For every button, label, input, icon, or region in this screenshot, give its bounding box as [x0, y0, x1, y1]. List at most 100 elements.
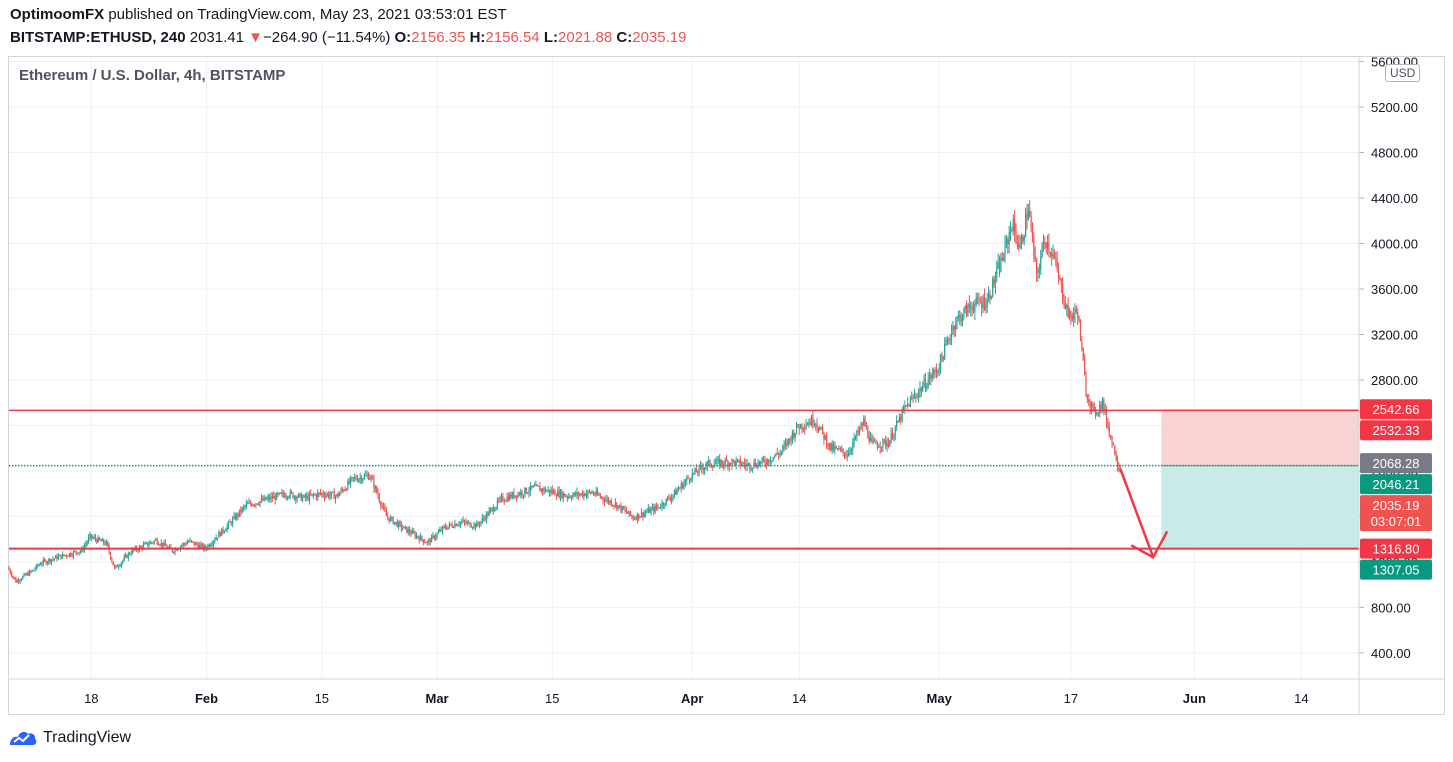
candle-body — [318, 492, 320, 494]
candle-body — [221, 528, 223, 536]
candle-body — [297, 493, 300, 498]
candle-body — [953, 326, 955, 330]
candle-body — [295, 496, 297, 500]
candle-body — [603, 499, 606, 502]
candle-body — [577, 492, 579, 496]
candle-body — [547, 489, 549, 491]
candle-body — [303, 495, 305, 498]
candle-body — [510, 494, 512, 498]
candle-body — [1033, 237, 1035, 256]
candle-body — [435, 536, 437, 539]
candle-body — [362, 478, 364, 482]
candle-body — [509, 494, 511, 501]
candle-body — [409, 529, 411, 533]
candle-body — [330, 492, 333, 496]
candle-body — [643, 513, 645, 517]
candle-body — [786, 442, 788, 445]
candle-body — [664, 504, 666, 506]
candle-body — [978, 298, 980, 303]
candle-body — [1062, 284, 1064, 300]
candle-body — [776, 453, 778, 455]
candle-body — [994, 278, 997, 285]
price-label-tag — [1360, 420, 1432, 441]
candle-body — [856, 431, 858, 438]
candle-body — [513, 492, 515, 498]
close-label: C: — [616, 29, 633, 46]
candle-body — [562, 493, 564, 499]
candle-body — [576, 492, 578, 496]
footer-brand[interactable]: TradingView — [8, 729, 131, 747]
candle-body — [79, 551, 81, 553]
candle-body — [455, 523, 457, 526]
candle-body — [396, 521, 398, 527]
candle-body — [747, 463, 750, 465]
author-name[interactable]: OptimoomFX — [10, 6, 105, 23]
candle-body — [42, 559, 44, 564]
candle-body — [215, 537, 217, 540]
candle-body — [620, 504, 622, 511]
candle-body — [506, 496, 508, 501]
candle-body — [137, 549, 139, 551]
candle-body — [697, 472, 699, 474]
candle-body — [905, 405, 907, 407]
candle-body — [141, 546, 143, 549]
currency-badge[interactable]: USD — [1385, 64, 1421, 82]
candle-body — [404, 526, 407, 528]
candle-body — [871, 437, 873, 441]
candle-body — [484, 518, 486, 520]
candle-body — [859, 428, 861, 433]
candle-body — [1114, 445, 1116, 455]
candle-body — [20, 579, 22, 581]
candle-body — [878, 446, 880, 448]
symbol-label: BITSTAMP:ETHUSD, 240 — [10, 29, 186, 46]
candle-body — [828, 442, 831, 447]
candle-body — [810, 416, 813, 425]
forecast-arrow-head — [1130, 530, 1169, 560]
price-label-tag — [1360, 495, 1432, 532]
candle-body — [675, 490, 677, 495]
candle-body — [1034, 255, 1036, 259]
candle-body — [738, 459, 740, 461]
candle-body — [173, 551, 175, 553]
candle-body — [897, 420, 899, 423]
candle-body — [957, 316, 959, 318]
candle-body — [1003, 258, 1005, 261]
candle-body — [1100, 404, 1102, 410]
candle-body — [679, 487, 681, 490]
candle-body — [56, 555, 58, 560]
candle-body — [845, 455, 847, 457]
candle-body — [791, 432, 793, 442]
candle-body — [190, 540, 193, 542]
candle-body — [559, 490, 562, 498]
candle-body — [987, 293, 990, 300]
candle-body — [323, 495, 326, 498]
candle-body — [938, 369, 940, 371]
candle-body — [328, 493, 330, 498]
candle-body — [606, 498, 608, 500]
candle-body — [525, 487, 527, 494]
candle-body — [120, 562, 123, 566]
candle-body — [1052, 254, 1054, 257]
candle-body — [613, 505, 615, 507]
candle-body — [277, 493, 279, 495]
candle-body — [544, 488, 547, 492]
candle-body — [529, 485, 531, 492]
candle-body — [160, 542, 162, 546]
candle-body — [96, 539, 98, 543]
x-tick-label: 14 — [1294, 691, 1308, 706]
candle-body — [352, 477, 354, 479]
candle-body — [948, 339, 950, 341]
candle-body — [575, 492, 577, 496]
candle-body — [317, 492, 319, 498]
candle-body — [963, 309, 965, 318]
candle-body — [1019, 245, 1021, 248]
candle-body — [557, 490, 559, 497]
candle-body — [561, 490, 563, 499]
candle-body — [380, 501, 382, 507]
candle-body — [210, 544, 212, 547]
candle-body — [225, 529, 227, 532]
x-tick-label: Jun — [1183, 691, 1206, 706]
price-label-text: 2035.19 — [1373, 498, 1420, 513]
candle-body — [238, 509, 241, 516]
